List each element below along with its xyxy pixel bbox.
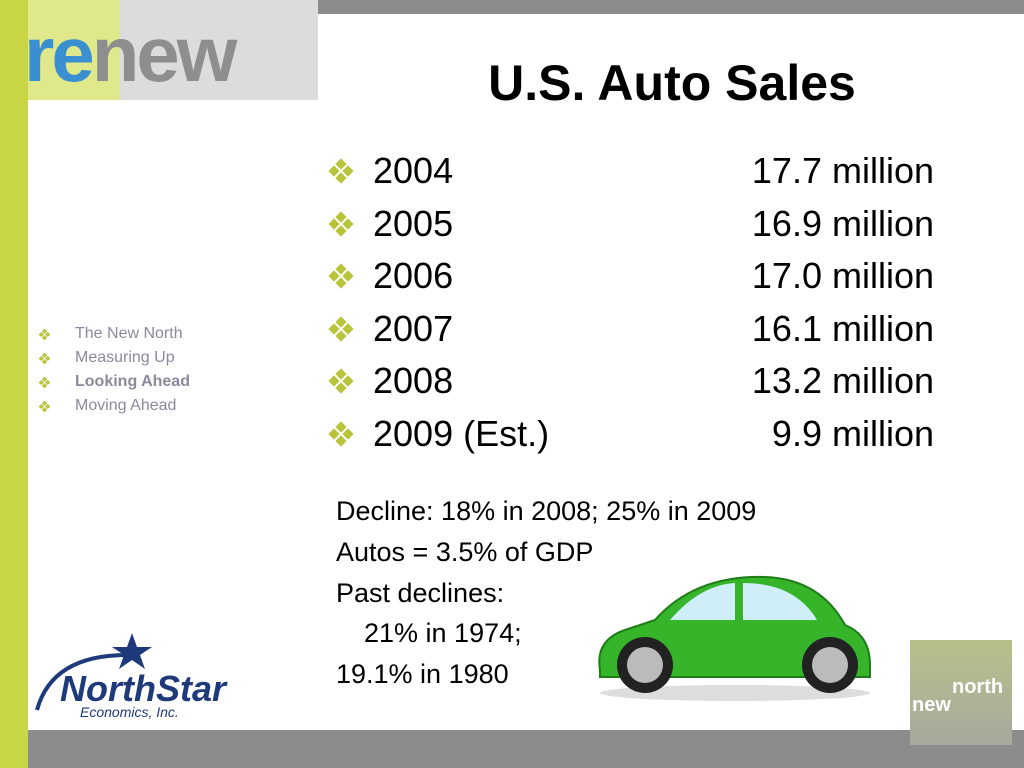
bullet: [328, 210, 354, 237]
bullet: [38, 328, 51, 341]
note-line: Decline: 18% in 2008; 25% in 2009: [336, 496, 757, 526]
sales-year: 2005: [373, 202, 454, 244]
sales-amount: 16.9 million: [751, 202, 934, 244]
sales-amount: 9.9 million: [771, 413, 934, 454]
corner-logo: [910, 640, 1012, 745]
car-icon: [598, 575, 871, 701]
nav-item: The New North: [75, 325, 183, 342]
logo-green: [28, 0, 120, 100]
title: U.S. Auto Sales: [488, 55, 856, 111]
top-bar: [318, 0, 1024, 14]
northstar-name: NorthStar: [60, 668, 227, 709]
note-line: Autos = 3.5% of GDP: [336, 536, 594, 567]
bullet: [328, 316, 354, 342]
logo-gray: [120, 0, 318, 100]
sales-year: 2008: [373, 360, 454, 402]
corner-north: north: [952, 676, 1004, 698]
note-line: 19.1% in 1980: [336, 659, 509, 690]
sales-amount: 17.7 million: [751, 150, 934, 191]
nav-item: Looking Ahead: [75, 373, 190, 390]
sales-amount: 13.2 million: [751, 360, 934, 402]
bullet: [38, 352, 51, 365]
northstar-sub: Economics, Inc.: [80, 704, 179, 720]
northstar-mark: [35, 633, 152, 711]
left-bar: [0, 0, 28, 768]
bullet: [328, 263, 354, 289]
logo: renew: [24, 14, 237, 94]
nav-item: Measuring Up: [75, 349, 175, 366]
sales-year: 2009 (Est.): [373, 413, 550, 454]
bullet: [328, 421, 354, 447]
sales-year: 2007: [373, 307, 454, 349]
sales-amount: 17.0 million: [751, 255, 934, 297]
logo-new: new: [91, 10, 238, 98]
bullet: [38, 376, 51, 389]
nav-item: Moving Ahead: [75, 397, 177, 414]
logo-re: re: [24, 10, 95, 98]
bottom-bar: [28, 730, 1024, 768]
note-line: Past declines:: [336, 577, 505, 608]
corner-new: new: [912, 694, 951, 716]
bullet: [328, 368, 354, 394]
bullet: [38, 400, 51, 413]
bullet: [328, 158, 354, 184]
note-line: 21% in 1974;: [364, 618, 522, 649]
sales-year: 2006: [373, 255, 454, 297]
sales-year: 2004: [373, 150, 454, 191]
sales-amount: 16.1 million: [751, 307, 934, 349]
